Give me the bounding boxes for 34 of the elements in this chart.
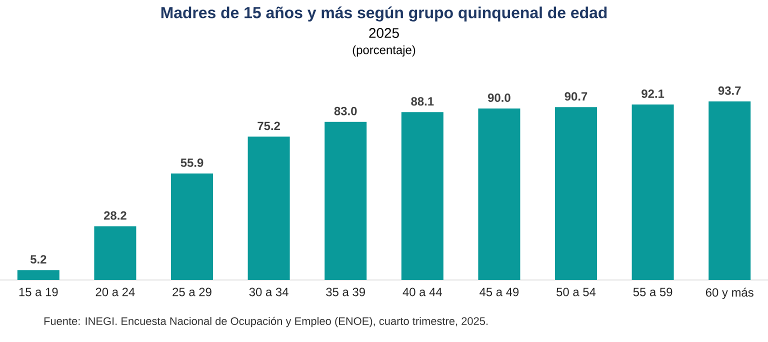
x-tick-label: 60 y más	[706, 288, 754, 300]
bar	[324, 122, 367, 280]
x-tick-label: 15 a 19	[19, 288, 58, 296]
chart-title: Madres de 15 años y más según grupo quinquenal de edad	[161, 6, 607, 22]
x-tick-label: 30 a 34	[249, 288, 288, 296]
x-tick-label: 20 a 24	[96, 288, 135, 296]
data-label: 5.2	[30, 255, 46, 264]
x-tick-label: 50 a 54	[556, 288, 596, 296]
data-label: 55.9	[180, 158, 204, 167]
bar	[171, 173, 214, 280]
data-label: 93.7	[718, 86, 741, 95]
bar	[632, 104, 674, 280]
bar	[248, 136, 290, 280]
source-note: Fuente: INEGI. Encuesta Nacional de Ocupación y Empleo (ENOE), cuarto trimestre, 2025.	[44, 316, 488, 328]
data-label: 75.2	[258, 122, 280, 130]
data-label: 28.2	[104, 211, 126, 220]
x-tick-label: 35 a 39	[326, 288, 365, 296]
data-label: 90.0	[488, 93, 510, 102]
bar	[555, 107, 598, 280]
bar	[401, 112, 444, 280]
chart-subtitle: 2025	[369, 28, 399, 38]
x-tick-label: 25 a 29	[172, 288, 212, 296]
x-tick-label: 55 a 59	[633, 288, 672, 296]
x-tick-label: 40 a 44	[402, 288, 442, 296]
bar	[17, 270, 60, 280]
data-label: 83.0	[334, 106, 357, 116]
text: (porcentaje)	[352, 45, 416, 57]
data-label: 88.1	[411, 97, 434, 106]
data-label: 92.1	[642, 89, 664, 98]
bar	[94, 226, 136, 280]
bar	[478, 108, 520, 280]
bar	[708, 101, 751, 280]
data-label: 90.7	[564, 92, 588, 101]
x-tick-label: 45 a 49	[480, 288, 519, 296]
